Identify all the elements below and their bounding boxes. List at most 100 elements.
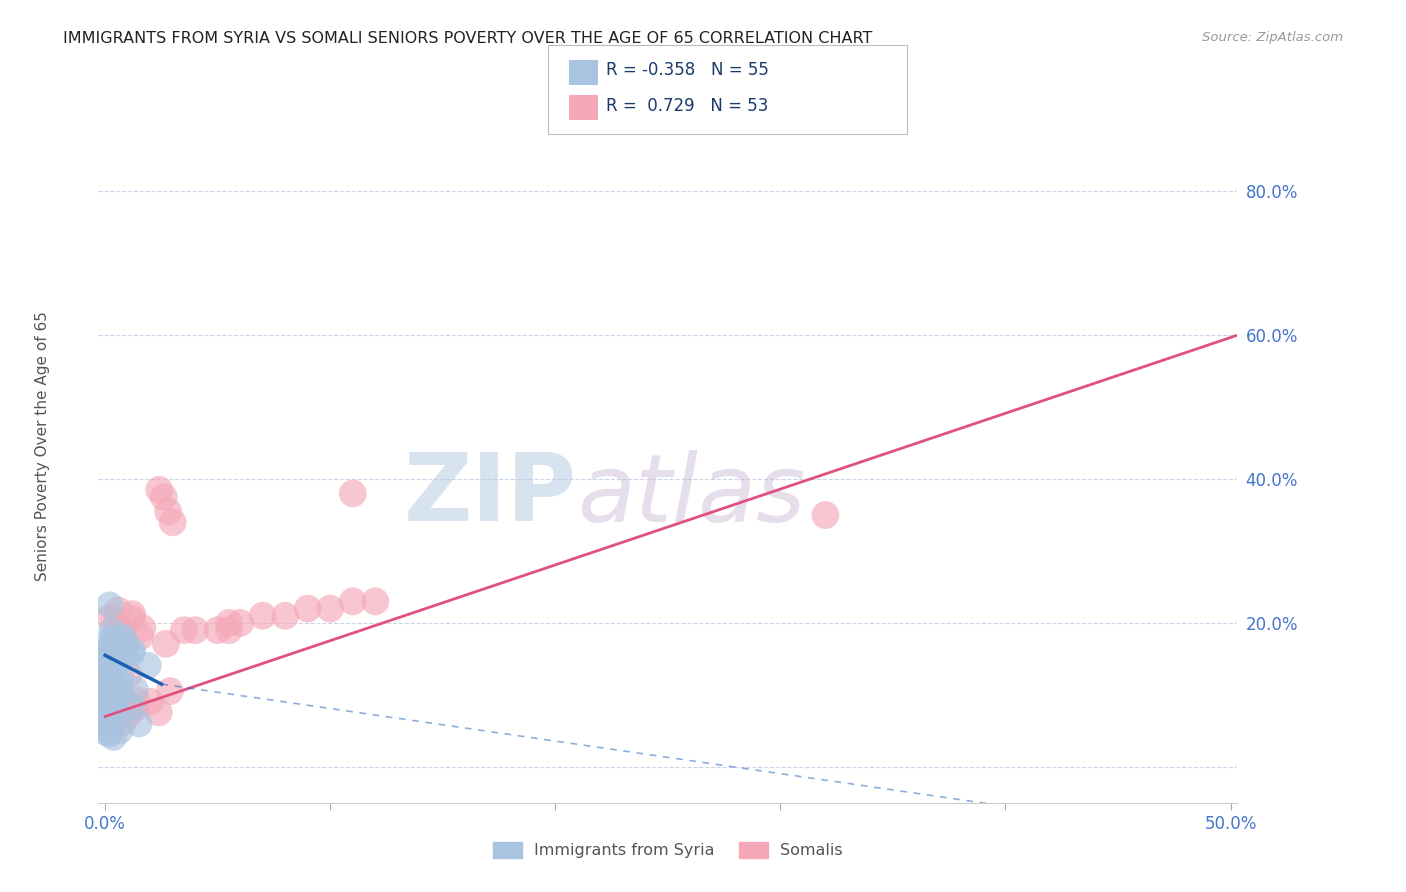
Point (157, 504, 180, 518)
Point (112, 714, 135, 729)
Point (110, 668, 132, 682)
Point (101, 694, 124, 708)
Point (342, 594, 364, 608)
Point (184, 623, 207, 637)
Point (131, 621, 153, 635)
Point (98, 681, 121, 696)
Point (96, 693, 118, 707)
Point (111, 633, 134, 648)
Point (101, 669, 124, 683)
Point (229, 615, 252, 630)
Point (108, 676, 131, 690)
Point (124, 700, 146, 714)
Text: R = -0.358   N = 55: R = -0.358 N = 55 (606, 62, 769, 79)
Text: Seniors Poverty Over the Age of 65: Seniors Poverty Over the Age of 65 (35, 311, 49, 581)
Point (101, 623, 124, 637)
Point (101, 648, 124, 662)
Point (104, 640, 127, 654)
Point (100, 657, 122, 671)
Text: ZIP: ZIP (404, 449, 576, 541)
Point (101, 681, 124, 696)
Point (162, 515, 184, 529)
Point (136, 658, 159, 673)
Point (98, 610, 121, 624)
Point (97, 676, 120, 690)
Point (97, 702, 120, 716)
Point (155, 637, 177, 651)
Point (218, 623, 240, 637)
Point (105, 651, 128, 665)
Point (97, 695, 120, 709)
Point (111, 639, 134, 653)
Point (98, 598, 121, 612)
Point (96, 642, 118, 657)
Point (96, 654, 118, 668)
Point (100, 677, 122, 691)
Point (112, 694, 135, 708)
Point (121, 646, 143, 660)
Point (107, 603, 129, 617)
Point (118, 706, 141, 720)
Point (129, 629, 152, 643)
Point (100, 687, 122, 701)
Point (98, 727, 121, 741)
Point (96, 712, 118, 726)
Point (96, 686, 118, 700)
Point (148, 706, 170, 720)
Point (96, 654, 118, 668)
Point (105, 657, 128, 671)
Text: IMMIGRANTS FROM SYRIA VS SOMALI SENIORS POVERTY OVER THE AGE OF 65 CORRELATION C: IMMIGRANTS FROM SYRIA VS SOMALI SENIORS … (63, 31, 873, 46)
Point (110, 684, 132, 698)
Point (100, 694, 122, 708)
Point (114, 648, 136, 662)
Point (148, 483, 170, 497)
Point (98, 723, 121, 738)
Point (98, 660, 121, 674)
Point (96, 664, 118, 678)
Point (100, 649, 122, 664)
Point (96, 674, 118, 689)
Point (103, 632, 125, 646)
Point (117, 668, 139, 682)
Point (128, 716, 150, 731)
Point (101, 662, 124, 676)
Legend: Immigrants from Syria, Somalis: Immigrants from Syria, Somalis (492, 842, 844, 858)
Point (101, 683, 124, 698)
Point (96, 649, 118, 664)
Point (207, 623, 229, 637)
Point (125, 693, 148, 707)
Point (103, 697, 125, 711)
Point (96, 725, 118, 739)
Point (121, 607, 143, 621)
Point (103, 688, 125, 702)
Point (114, 640, 136, 654)
Point (100, 645, 122, 659)
Point (121, 699, 143, 714)
Point (152, 490, 174, 504)
Point (218, 615, 240, 630)
Point (121, 611, 143, 625)
Point (101, 639, 124, 653)
Point (101, 660, 124, 674)
Point (297, 601, 319, 615)
Point (103, 731, 125, 745)
Point (173, 623, 195, 637)
Point (108, 723, 131, 738)
Point (274, 608, 297, 623)
Point (101, 640, 124, 655)
Point (124, 682, 146, 697)
Point (814, 508, 837, 522)
Point (103, 715, 125, 730)
Point (96, 656, 118, 670)
Point (100, 632, 122, 647)
Text: Source: ZipAtlas.com: Source: ZipAtlas.com (1202, 31, 1343, 45)
Point (97, 717, 120, 731)
Point (101, 698, 124, 713)
Point (364, 594, 387, 608)
Point (112, 637, 135, 651)
Point (100, 655, 122, 669)
Point (112, 631, 135, 645)
Point (105, 616, 128, 631)
Point (103, 634, 125, 648)
Point (252, 608, 274, 623)
